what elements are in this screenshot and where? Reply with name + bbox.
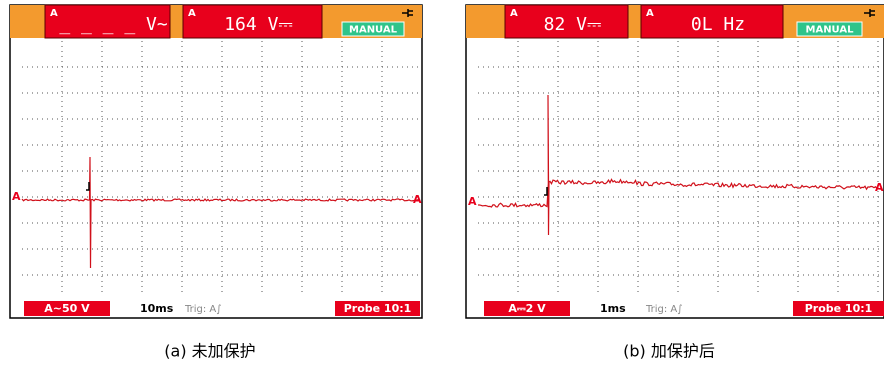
caption: (b) 加保护后 [623,342,715,361]
scale-label: A~50 V [44,302,90,315]
screen-background [466,5,884,318]
reading-channel: A [188,8,196,19]
trace-label-right: A [413,193,422,206]
reading-value: _ _ _ _ V~ [59,14,168,35]
trigger-label: Trig: A∫ [645,304,682,315]
scale-label: A⎓2 V [508,302,546,315]
probe-label: Probe 10:1 [344,302,412,315]
reading-channel: A [646,8,654,19]
figure: A_ _ _ _ V~A164 V⎓MANUALAAA~50 V10msTrig… [0,0,884,365]
mode-label: MANUAL [806,25,855,36]
reading-value: 0L Hz [691,14,745,35]
timebase-label: 1ms [600,302,626,315]
reading-value: 82 V⎓ [544,14,602,35]
timebase-label: 10ms [140,302,174,315]
mode-label: MANUAL [349,25,398,36]
trace-label-left: A [12,190,21,203]
reading-value: 164 V⎓ [224,14,293,35]
trace-label-right: A [875,181,884,194]
probe-label: Probe 10:1 [805,302,873,315]
scope-screen: A 82 V⎓ A 0L Hz MANUAL A A A⎓2 V 1ms Trig: A∫ Prob… [466,5,884,318]
reading-channel: A [50,8,58,19]
trace-label-left: A [468,195,477,208]
trigger-label: Trig: A∫ [184,304,221,315]
reading-channel: A [510,8,518,19]
screen-background [10,5,422,318]
caption: (a) 未加保护 [164,342,255,361]
